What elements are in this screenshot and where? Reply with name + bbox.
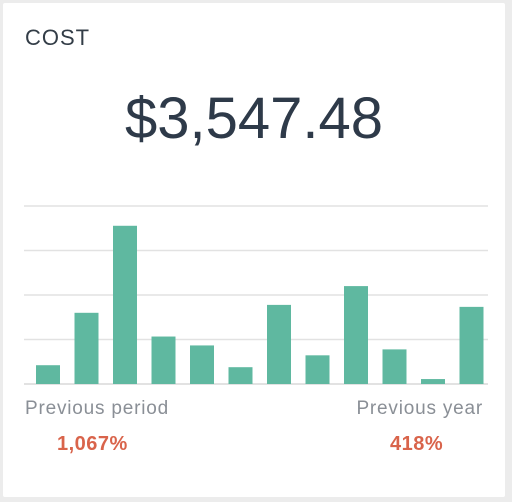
chart-bar[interactable]: [267, 304, 291, 384]
chart-bar[interactable]: [74, 312, 99, 384]
cost-bar-chart: [24, 205, 488, 385]
chart-bar[interactable]: [344, 286, 368, 384]
previous-period-label: Previous period: [25, 398, 170, 419]
chart-bar[interactable]: [382, 349, 407, 384]
previous-year-change: 418%: [390, 433, 444, 455]
chart-bar[interactable]: [228, 367, 253, 384]
chart-bar[interactable]: [151, 336, 176, 384]
chart-bar[interactable]: [459, 306, 484, 384]
chart-bar[interactable]: [421, 379, 445, 384]
cost-value: $3,547.48: [124, 86, 384, 151]
previous-year-label: Previous year: [356, 398, 483, 419]
chart-bar[interactable]: [36, 365, 60, 384]
cost-widget-card: COST $3,547.48 Previous period Previous …: [3, 3, 505, 497]
widget-title: COST: [25, 25, 91, 50]
chart-bar[interactable]: [190, 345, 214, 384]
chart-bar[interactable]: [113, 225, 137, 384]
previous-period-change: 1,067%: [57, 433, 128, 455]
chart-bar[interactable]: [305, 355, 330, 384]
